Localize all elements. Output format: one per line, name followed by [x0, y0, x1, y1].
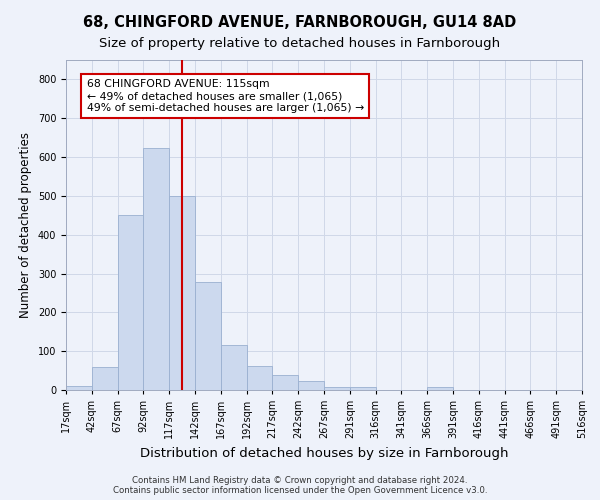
Bar [324, 387, 350, 390]
Bar [221, 346, 247, 390]
Bar [427, 388, 453, 390]
Text: 68, CHINGFORD AVENUE, FARNBOROUGH, GU14 8AD: 68, CHINGFORD AVENUE, FARNBOROUGH, GU14 … [83, 15, 517, 30]
Bar [298, 382, 324, 390]
Y-axis label: Number of detached properties: Number of detached properties [19, 132, 32, 318]
Bar [66, 386, 92, 390]
Bar [92, 368, 118, 390]
Text: Size of property relative to detached houses in Farnborough: Size of property relative to detached ho… [100, 38, 500, 51]
Text: Contains HM Land Registry data © Crown copyright and database right 2024.
Contai: Contains HM Land Registry data © Crown c… [113, 476, 487, 495]
Bar [118, 216, 143, 390]
Bar [169, 196, 195, 390]
Bar [350, 388, 376, 390]
Text: 68 CHINGFORD AVENUE: 115sqm
← 49% of detached houses are smaller (1,065)
49% of : 68 CHINGFORD AVENUE: 115sqm ← 49% of det… [86, 80, 364, 112]
Bar [272, 375, 298, 390]
Bar [247, 366, 272, 390]
Bar [143, 148, 169, 390]
Bar [195, 282, 221, 390]
X-axis label: Distribution of detached houses by size in Farnborough: Distribution of detached houses by size … [140, 446, 508, 460]
